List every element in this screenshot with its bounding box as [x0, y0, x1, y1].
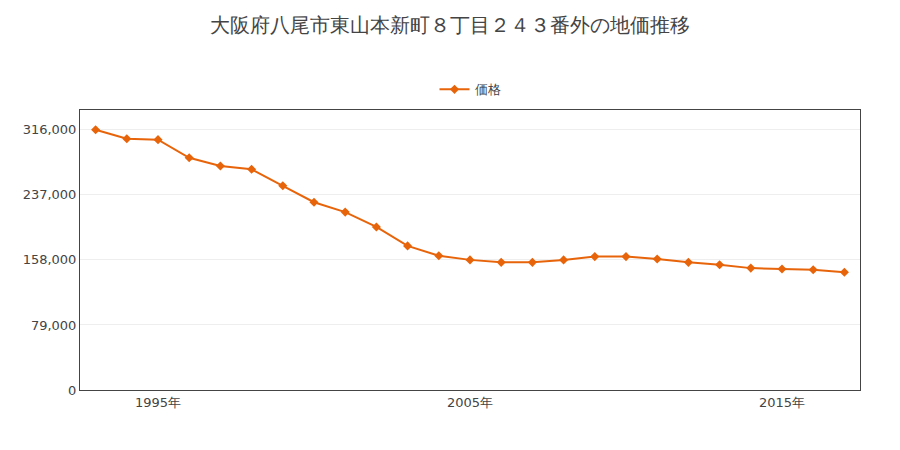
svg-text:237,000: 237,000 — [23, 187, 77, 202]
svg-text:2015年: 2015年 — [759, 395, 805, 410]
svg-text:1995年: 1995年 — [135, 395, 181, 410]
svg-text:0: 0 — [68, 383, 76, 398]
svg-text:316,000: 316,000 — [23, 122, 77, 137]
svg-text:79,000: 79,000 — [31, 317, 77, 332]
svg-text:価格: 価格 — [475, 82, 501, 97]
svg-text:大阪府八尾市東山本新町８丁目２４３番外の地価推移: 大阪府八尾市東山本新町８丁目２４３番外の地価推移 — [210, 13, 690, 37]
svg-text:2005年: 2005年 — [447, 395, 493, 410]
svg-text:158,000: 158,000 — [23, 252, 77, 267]
